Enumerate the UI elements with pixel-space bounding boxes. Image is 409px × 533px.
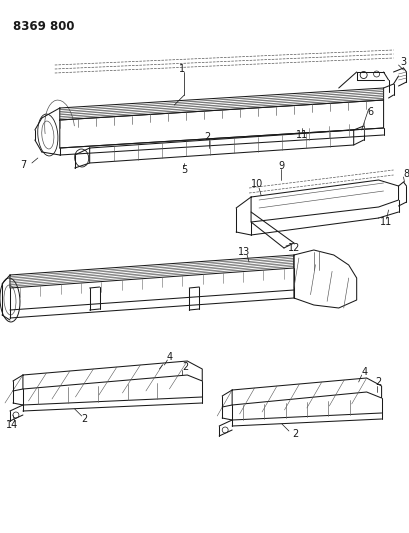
Text: 2: 2 [81, 414, 88, 424]
Text: 6: 6 [367, 107, 373, 117]
Text: 5: 5 [181, 165, 187, 175]
Text: 8369 800: 8369 800 [13, 20, 74, 33]
Text: 11: 11 [380, 217, 392, 227]
Text: 13: 13 [237, 247, 249, 257]
Text: 4: 4 [361, 367, 367, 377]
Text: 3: 3 [400, 57, 406, 67]
Text: 2: 2 [375, 377, 381, 387]
Text: 10: 10 [250, 179, 263, 189]
Text: 11: 11 [295, 130, 307, 140]
Text: 7: 7 [20, 160, 26, 170]
Text: 2: 2 [182, 362, 188, 372]
Text: 2: 2 [291, 429, 297, 439]
Text: 9: 9 [277, 161, 283, 171]
Text: 12: 12 [287, 243, 299, 253]
Text: 2: 2 [204, 132, 210, 142]
Text: 8: 8 [402, 169, 409, 179]
Text: 1: 1 [179, 64, 185, 74]
Text: 14: 14 [6, 420, 18, 430]
Text: 4: 4 [166, 352, 172, 362]
